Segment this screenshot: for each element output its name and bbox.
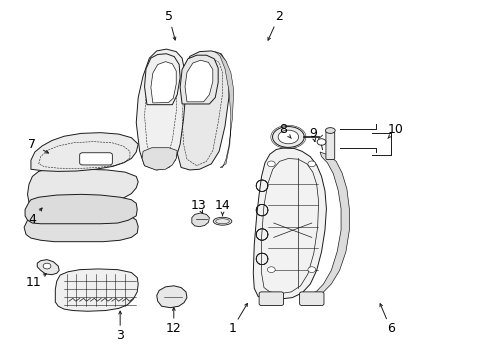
Polygon shape — [55, 269, 138, 311]
Polygon shape — [24, 211, 138, 242]
Text: 6: 6 — [386, 322, 394, 335]
Polygon shape — [151, 62, 176, 103]
Ellipse shape — [325, 128, 334, 134]
Text: 5: 5 — [164, 10, 173, 23]
Circle shape — [307, 161, 315, 167]
Circle shape — [43, 263, 51, 269]
Polygon shape — [215, 51, 233, 167]
Text: 3: 3 — [116, 329, 124, 342]
Text: 4: 4 — [28, 213, 36, 226]
Ellipse shape — [272, 127, 304, 147]
Circle shape — [267, 267, 275, 273]
FancyBboxPatch shape — [325, 132, 334, 159]
Polygon shape — [27, 169, 138, 206]
Text: 8: 8 — [279, 123, 287, 136]
Text: 2: 2 — [274, 10, 282, 23]
Polygon shape — [175, 51, 228, 170]
Polygon shape — [191, 213, 209, 226]
Polygon shape — [37, 260, 59, 275]
Polygon shape — [31, 133, 138, 171]
FancyBboxPatch shape — [299, 292, 324, 306]
Ellipse shape — [278, 130, 298, 144]
Polygon shape — [180, 55, 218, 104]
FancyBboxPatch shape — [259, 292, 283, 306]
Polygon shape — [144, 54, 180, 105]
Text: 10: 10 — [387, 123, 403, 136]
Text: 7: 7 — [28, 138, 36, 150]
Circle shape — [317, 139, 325, 145]
Circle shape — [267, 161, 275, 167]
Polygon shape — [157, 286, 186, 308]
Polygon shape — [184, 60, 212, 102]
Ellipse shape — [213, 217, 231, 225]
Polygon shape — [136, 49, 185, 170]
Text: 1: 1 — [228, 322, 236, 335]
Text: 12: 12 — [165, 322, 182, 335]
Polygon shape — [142, 148, 177, 170]
Text: 13: 13 — [190, 199, 205, 212]
Polygon shape — [25, 194, 137, 224]
Text: 14: 14 — [214, 199, 230, 212]
Text: 9: 9 — [308, 127, 316, 140]
Circle shape — [307, 267, 315, 273]
Text: 11: 11 — [26, 276, 41, 289]
Polygon shape — [253, 148, 326, 299]
Polygon shape — [311, 152, 348, 298]
FancyBboxPatch shape — [80, 153, 112, 165]
